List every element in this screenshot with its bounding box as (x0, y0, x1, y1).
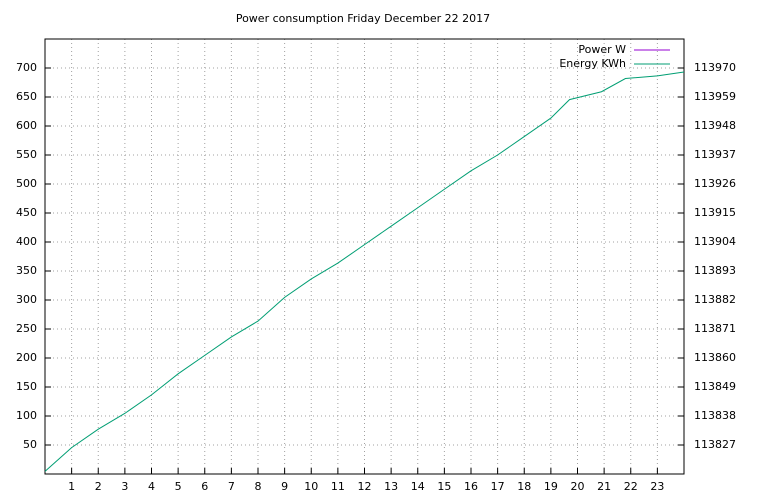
legend-label: Energy KWh (559, 57, 626, 70)
x-tick-label: 10 (304, 480, 318, 493)
y2-tick-label: 113904 (694, 235, 736, 248)
y-tick-label: 150 (16, 380, 37, 393)
y2-tick-label: 113948 (694, 119, 736, 132)
x-tick-label: 14 (411, 480, 425, 493)
y-tick-label: 50 (23, 438, 37, 451)
y-tick-label: 500 (16, 177, 37, 190)
chart-title: Power consumption Friday December 22 201… (236, 12, 490, 25)
y2-tick-label: 113849 (694, 380, 736, 393)
y2-tick-label: 113871 (694, 322, 736, 335)
x-tick-label: 21 (597, 480, 611, 493)
x-tick-label: 6 (201, 480, 208, 493)
y2-tick-label: 113893 (694, 264, 736, 277)
y2-tick-label: 113926 (694, 177, 736, 190)
x-tick-label: 1 (68, 480, 75, 493)
y2-tick-label: 113860 (694, 351, 736, 364)
legend-label: Power W (578, 43, 626, 56)
x-tick-label: 12 (358, 480, 372, 493)
x-tick-label: 20 (571, 480, 585, 493)
x-tick-label: 15 (437, 480, 451, 493)
series-line (44, 71, 685, 472)
y-tick-label: 400 (16, 235, 37, 248)
y2-tick-label: 113827 (694, 438, 736, 451)
x-tick-label: 7 (228, 480, 235, 493)
y-tick-label: 700 (16, 61, 37, 74)
x-tick-label: 11 (331, 480, 345, 493)
y-tick-label: 650 (16, 90, 37, 103)
y2-tick-label: 113970 (694, 61, 736, 74)
x-tick-label: 19 (544, 480, 558, 493)
x-tick-label: 9 (281, 480, 288, 493)
y2-tick-label: 113838 (694, 409, 736, 422)
x-tick-label: 23 (650, 480, 664, 493)
y2-tick-label: 113937 (694, 148, 736, 161)
y-tick-label: 450 (16, 206, 37, 219)
x-tick-label: 22 (624, 480, 638, 493)
y2-tick-label: 113882 (694, 293, 736, 306)
y-tick-label: 550 (16, 148, 37, 161)
x-tick-label: 4 (148, 480, 155, 493)
plot-frame (44, 38, 685, 475)
x-tick-label: 5 (175, 480, 182, 493)
x-tick-label: 13 (384, 480, 398, 493)
y-tick-label: 300 (16, 293, 37, 306)
y2-tick-label: 113915 (694, 206, 736, 219)
x-tick-label: 3 (121, 480, 128, 493)
x-tick-label: 17 (491, 480, 505, 493)
y-tick-label: 100 (16, 409, 37, 422)
y-tick-label: 350 (16, 264, 37, 277)
y2-tick-label: 113959 (694, 90, 736, 103)
y-tick-label: 250 (16, 322, 37, 335)
x-tick-label: 16 (464, 480, 478, 493)
x-tick-label: 2 (95, 480, 102, 493)
x-tick-label: 8 (255, 480, 262, 493)
x-tick-label: 18 (517, 480, 531, 493)
y-tick-label: 600 (16, 119, 37, 132)
y-tick-label: 200 (16, 351, 37, 364)
